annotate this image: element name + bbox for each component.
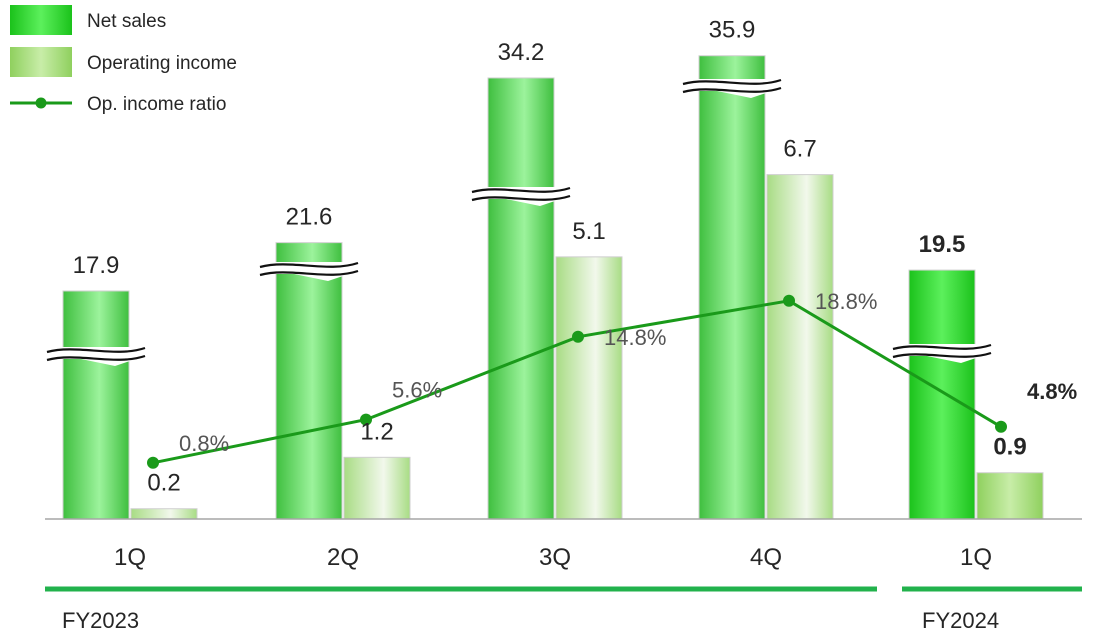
axis-break-mark — [892, 343, 992, 363]
labels-layer: 17.9 0.2 1Q 21.6 1.2 2Q 34.2 5.1 3Q 35.9 6.7 4Q 19.5… — [73, 17, 1027, 571]
operating-income-bar — [343, 456, 411, 520]
net-sales-bar — [275, 242, 343, 520]
op-income-ratio-point — [147, 456, 159, 469]
legend-label-op-income-ratio: Op. income ratio — [87, 94, 226, 115]
bars-layer — [62, 55, 1044, 520]
operating-income-bar — [130, 508, 198, 520]
op-income-ratio-point — [995, 420, 1007, 433]
operating-income-value-label: 1.2 — [360, 418, 393, 445]
group-label-fy2024: FY2024 — [922, 608, 999, 633]
axis-break-mark — [259, 261, 359, 281]
legend-label-operating-income: Operating income — [87, 53, 237, 74]
operating-income-bar — [555, 256, 623, 520]
operating-income-value-label: 5.1 — [572, 218, 605, 245]
category-tick-label: 3Q — [539, 544, 571, 571]
op-income-ratio-label: 5.6% — [392, 378, 442, 403]
legend-marker-op-income-ratio — [35, 97, 47, 109]
axis-break-marks — [46, 78, 992, 366]
net-sales-bar — [62, 290, 130, 520]
net-sales-value-label: 34.2 — [498, 39, 545, 66]
category-tick-label: 1Q — [960, 544, 992, 571]
op-income-ratio-label: 18.8% — [815, 289, 877, 314]
fiscal-year-groups: FY2023 FY2024 — [45, 586, 1082, 633]
operating-income-bar — [766, 174, 834, 520]
net-sales-value-label: 19.5 — [919, 231, 966, 258]
operating-income-value-label: 0.2 — [147, 470, 180, 497]
net-sales-bar — [698, 55, 766, 520]
operating-income-bar — [976, 472, 1044, 520]
category-tick-label: 1Q — [114, 544, 146, 571]
net-sales-bar — [908, 269, 976, 520]
legend-swatch-operating-income — [10, 47, 72, 77]
op-income-ratio-point — [572, 330, 584, 343]
legend-label-net-sales: Net sales — [87, 11, 166, 32]
ratio-line-layer: 0.8% 5.6% 14.8% 18.8% 4.8% — [147, 289, 1077, 469]
op-income-ratio-point — [360, 413, 372, 426]
category-tick-label: 4Q — [750, 544, 782, 571]
group-label-fy2023: FY2023 — [62, 608, 139, 633]
net-sales-value-label: 21.6 — [286, 204, 333, 231]
axis-break-mark — [46, 346, 146, 366]
net-sales-bar — [487, 77, 555, 520]
op-income-ratio-label: 14.8% — [604, 325, 666, 350]
legend: Net sales Operating income Op. income ra… — [10, 5, 237, 115]
op-income-ratio-label: 4.8% — [1027, 379, 1077, 404]
axis-break-mark — [471, 186, 571, 206]
operating-income-value-label: 6.7 — [783, 136, 816, 163]
op-income-ratio-label: 0.8% — [179, 431, 229, 456]
net-sales-value-label: 35.9 — [709, 17, 756, 44]
op-income-ratio-point — [783, 294, 795, 307]
category-tick-label: 2Q — [327, 544, 359, 571]
operating-income-value-label: 0.9 — [993, 434, 1026, 461]
legend-swatch-net-sales — [10, 5, 72, 35]
net-sales-value-label: 17.9 — [73, 252, 120, 279]
axis-break-mark — [682, 78, 782, 98]
